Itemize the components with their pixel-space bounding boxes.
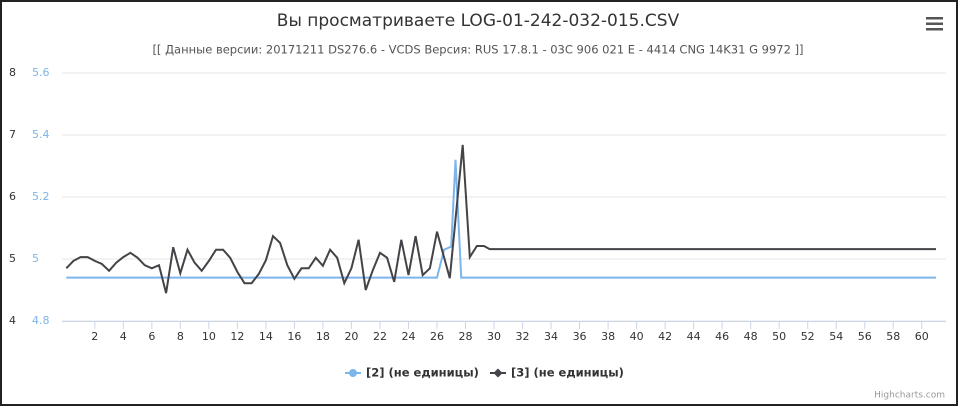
y2-tick-label: 5.4 (32, 128, 50, 141)
x-tick-label: 6 (148, 330, 155, 343)
legend-item[interactable]: [2] (не единицы) (345, 366, 479, 380)
y-tick-label: 7 (9, 128, 16, 141)
x-tick-label: 46 (715, 330, 729, 343)
y2-tick-label: 5 (32, 252, 39, 265)
x-tick-label: 40 (630, 330, 644, 343)
x-tick-label: 54 (829, 330, 843, 343)
series-line (66, 159, 936, 279)
y-tick-label: 4 (9, 314, 16, 327)
x-tick-label: 32 (516, 330, 530, 343)
series-line (65, 144, 936, 294)
legend-label: [2] (не единицы) (366, 366, 479, 380)
menu-bar (926, 22, 943, 25)
x-tick-label: 52 (801, 330, 815, 343)
x-tick-label: 38 (601, 330, 615, 343)
y2-tick-label: 5.6 (32, 66, 50, 79)
x-tick-label: 26 (430, 330, 444, 343)
menu-bar (926, 17, 943, 20)
x-tick-label: 8 (177, 330, 184, 343)
x-tick-label: 10 (202, 330, 216, 343)
x-tick-label: 20 (344, 330, 358, 343)
x-tick-label: 2 (91, 330, 98, 343)
credits: Highcharts.com (874, 391, 945, 401)
y2-tick-label: 5.2 (32, 190, 50, 203)
x-tick-label: 56 (858, 330, 872, 343)
x-tick-label: 42 (658, 330, 672, 343)
x-tick-label: 58 (886, 330, 900, 343)
legend-marker (349, 369, 357, 377)
x-tick-label: 50 (772, 330, 786, 343)
x-tick-label: 60 (915, 330, 929, 343)
x-tick-label: 14 (259, 330, 273, 343)
x-tick-label: 30 (487, 330, 501, 343)
legend-marker (493, 368, 503, 378)
x-tick-label: 4 (120, 330, 127, 343)
menu-button[interactable] (926, 17, 943, 31)
x-tick-label: 24 (401, 330, 415, 343)
menu-bar (926, 28, 943, 31)
x-tick-label: 16 (287, 330, 301, 343)
x-tick-label: 44 (687, 330, 701, 343)
x-tick-label: 34 (544, 330, 558, 343)
y-tick-label: 5 (9, 252, 16, 265)
legend-label: [3] (не единицы) (511, 366, 624, 380)
y-tick-label: 6 (9, 190, 16, 203)
x-tick-label: 12 (230, 330, 244, 343)
chart-subtitle: [[ Данные версии: 20171211 DS276.6 - VCD… (152, 43, 803, 57)
x-tick-label: 48 (744, 330, 758, 343)
x-tick-label: 22 (373, 330, 387, 343)
legend-item[interactable]: [3] (не единицы) (490, 366, 624, 380)
x-tick-label: 18 (316, 330, 330, 343)
y2-tick-label: 4.8 (32, 314, 50, 327)
x-tick-label: 36 (573, 330, 587, 343)
chart-title: Вы просматриваете LOG-01-242-032-015.CSV (277, 11, 680, 31)
y-tick-label: 8 (9, 66, 16, 79)
x-tick-label: 28 (459, 330, 473, 343)
